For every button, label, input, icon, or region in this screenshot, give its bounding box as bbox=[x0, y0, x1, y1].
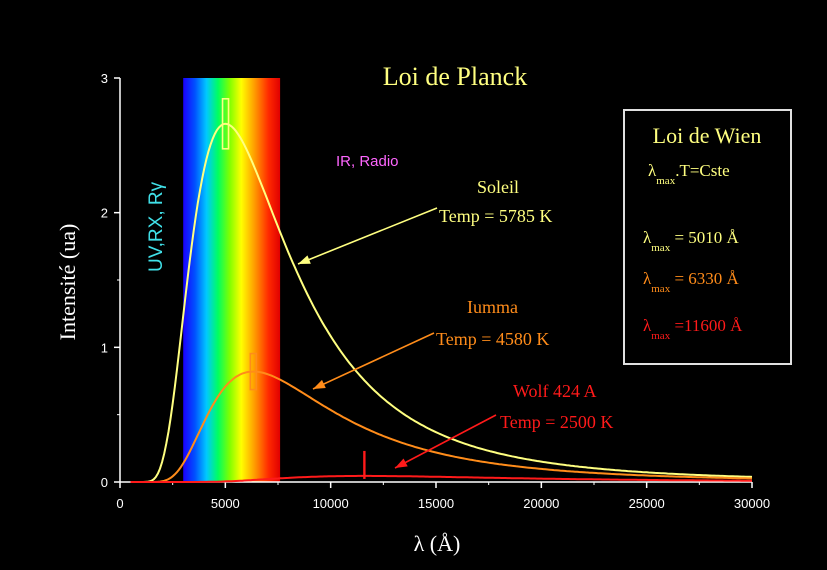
wien-box bbox=[623, 109, 792, 365]
visible-spectrum-band bbox=[183, 78, 281, 482]
y-tick-label: 2 bbox=[101, 206, 108, 221]
iumma-name: Iumma bbox=[467, 297, 518, 317]
peak-marker bbox=[249, 352, 258, 391]
arrow-soleil-head bbox=[298, 255, 311, 264]
arrow-soleil bbox=[297, 207, 438, 265]
x-tick-label: 25000 bbox=[629, 496, 665, 511]
wien-title: Loi de Wien bbox=[653, 123, 762, 148]
wolf-temp: Temp = 2500 K bbox=[500, 412, 613, 432]
x-tick-label: 10000 bbox=[313, 496, 349, 511]
arrow-iumma-head bbox=[313, 379, 326, 389]
curve-wolf-424-a bbox=[130, 474, 752, 483]
uv-label: UV,RX, Rγ bbox=[146, 181, 167, 272]
y-tick-label: 1 bbox=[101, 340, 108, 355]
curve-soleil bbox=[130, 122, 753, 483]
annotation-arrows bbox=[297, 207, 497, 469]
y-tick-label: 0 bbox=[101, 475, 108, 490]
x-tick-label: 30000 bbox=[734, 496, 770, 511]
ir-label: IR, Radio bbox=[336, 153, 399, 170]
arrow-wolf bbox=[394, 414, 497, 469]
curve-iumma bbox=[130, 370, 753, 483]
chart-title: Loi de Planck bbox=[383, 62, 527, 91]
wolf-name: Wolf 424 A bbox=[513, 381, 597, 401]
wien-row-soleil: λmax = 5010 Å bbox=[643, 228, 740, 254]
wien-row-wolf: λmax =11600 Å bbox=[643, 316, 743, 342]
x-axis-label: λ (Å) bbox=[414, 531, 461, 556]
x-tick-label: 20000 bbox=[523, 496, 559, 511]
soleil-name: Soleil bbox=[477, 177, 519, 197]
soleil-temp: Temp = 5785 K bbox=[439, 206, 552, 226]
y-axis-label: Intensité (ua) bbox=[55, 224, 80, 341]
y-tick-label: 3 bbox=[101, 71, 108, 86]
curves bbox=[130, 122, 753, 483]
arrow-wolf-head bbox=[395, 458, 408, 468]
peak-marker bbox=[221, 97, 230, 150]
x-tick-label: 0 bbox=[116, 496, 123, 511]
x-tick-label: 5000 bbox=[211, 496, 240, 511]
x-tick-label: 15000 bbox=[418, 496, 454, 511]
peak-markers bbox=[221, 97, 366, 479]
arrow-iumma bbox=[312, 332, 435, 390]
iumma-temp: Temp = 4580 K bbox=[436, 329, 549, 349]
wien-law: λmax.T=Cste bbox=[648, 161, 730, 187]
wien-row-iumma: λmax = 6330 Å bbox=[643, 269, 740, 295]
